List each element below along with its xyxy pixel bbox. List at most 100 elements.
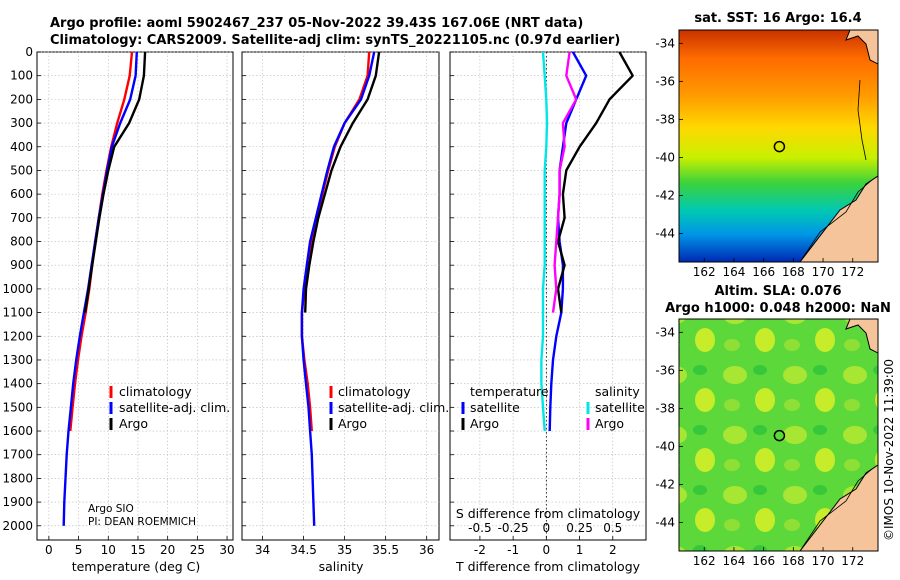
x-tick-label: 35.5: [372, 543, 399, 557]
legend-label-satellite: satellite-adj. clim.: [338, 400, 449, 415]
sla-map-axes: 162 164 166 168 170 172 -34 -36 -38 -40 -42 -44: [655, 325, 864, 568]
sst-map-axes: 162 164 166 168 170 172 -34 -36 -38 -40 -42 -44: [655, 36, 864, 279]
sla-argo-location-marker: [773, 429, 786, 442]
y-tick-label: 300: [10, 116, 33, 130]
s-diff-tick-label: 0: [543, 521, 551, 535]
isobath-contour: [857, 79, 867, 161]
x-tick-label: 10: [101, 543, 116, 557]
series-s-argo: [551, 51, 578, 313]
x-tick-label: 1: [576, 543, 584, 557]
map-lat-label: -38: [655, 112, 675, 126]
y-tick-label: 1400: [2, 377, 33, 391]
temperature-axis-label: temperature (deg C): [72, 559, 201, 574]
temperature-panel: 0100200300400500600700800900100011001200…: [2, 45, 234, 557]
isobath-contour: [799, 179, 873, 262]
map-lat-label: -34: [655, 36, 675, 50]
y-tick-label: 1000: [2, 282, 33, 296]
y-tick-label: 500: [10, 163, 33, 177]
legend-label-t-argo: Argo: [470, 416, 499, 431]
imos-credit: ©IMOS 10-Nov-2022 11:39:00: [882, 359, 896, 541]
land-south-island: [799, 175, 878, 262]
legend-label-climatology: climatology: [119, 384, 192, 399]
y-tick-label: 400: [10, 140, 33, 154]
series-s-satellite: [540, 51, 549, 432]
land-north-island: [845, 30, 878, 65]
x-tick-label: 25: [190, 543, 205, 557]
sst-map-title: sat. SST: 16 Argo: 16.4: [694, 11, 861, 26]
y-tick-label: 1300: [2, 353, 33, 367]
y-tick-label: 1100: [2, 306, 33, 320]
series-t-argo: [556, 51, 634, 313]
t-difference-axis-label: T difference from climatology: [455, 559, 641, 574]
y-tick-label: 1700: [2, 448, 33, 462]
s-diff-tick-label: 0.25: [566, 521, 593, 535]
difference-legend: temperature salinity satellite Argo sate…: [461, 384, 645, 431]
sst-map: [679, 30, 878, 262]
argo-sio-label: Argo SIO: [88, 503, 134, 515]
map-lon-label: 168: [782, 554, 805, 568]
map-lon-label: 166: [752, 265, 775, 279]
map-lon-label: 170: [812, 554, 835, 568]
legend-title-salinity: salinity: [595, 384, 640, 399]
x-tick-label: 36: [419, 543, 434, 557]
map-lat-label: -42: [655, 188, 675, 202]
sst-argo-location-marker: [773, 140, 786, 153]
legend-label-argo: Argo: [338, 416, 367, 431]
legend-label-satellite: satellite-adj. clim.: [119, 400, 230, 415]
s-diff-tick-label: -0.25: [498, 521, 529, 535]
pi-label: PI: DEAN ROEMMICH: [88, 516, 196, 528]
y-tick-label: 800: [10, 235, 33, 249]
map-lon-label: 162: [693, 554, 716, 568]
y-tick-label: 1800: [2, 471, 33, 485]
salinity-panel: 34 34.5 35 35.5 36: [241, 51, 440, 557]
map-lat-label: -40: [655, 150, 675, 164]
map-lon-label: 172: [841, 554, 864, 568]
series-argo: [83, 51, 147, 313]
map-lat-label: -34: [655, 325, 675, 339]
plot-frame: [36, 51, 234, 541]
x-tick-label: -2: [474, 543, 486, 557]
sla-map-title-line2: Argo h1000: 0.048 h2000: NaN: [665, 301, 891, 316]
y-tick-label: 2000: [2, 519, 33, 533]
map-lat-label: -38: [655, 401, 675, 415]
legend-label-argo: Argo: [119, 416, 148, 431]
legend-label-t-satellite: satellite: [470, 400, 520, 415]
y-tick-label: 1900: [2, 495, 33, 509]
y-tick-label: 1500: [2, 400, 33, 414]
x-tick-label: 5: [75, 543, 83, 557]
s-diff-tick-label: 0.5: [603, 521, 622, 535]
salinity-legend: climatology satellite-adj. clim. Argo: [329, 384, 449, 431]
y-tick-label: 1600: [2, 424, 33, 438]
y-tick-label: 1200: [2, 329, 33, 343]
map-lon-label: 164: [722, 554, 745, 568]
x-tick-label: 20: [160, 543, 175, 557]
s-diff-tick-label: -0.5: [468, 521, 491, 535]
salinity-axis-label: salinity: [319, 559, 364, 574]
legend-label-s-satellite: satellite: [595, 400, 645, 415]
x-tick-label: -1: [507, 543, 519, 557]
figure-title-line1: Argo profile: aoml 5902467_237 05-Nov-20…: [50, 16, 583, 31]
x-tick-label: 34.5: [290, 543, 317, 557]
x-tick-label: 30: [219, 543, 234, 557]
map-lon-label: 162: [693, 265, 716, 279]
legend-label-climatology: climatology: [338, 384, 411, 399]
map-lon-label: 170: [812, 265, 835, 279]
x-tick-label: 35: [337, 543, 352, 557]
temperature-legend: climatology satellite-adj. clim. Argo: [109, 384, 230, 431]
s-difference-axis-label: S difference from climatology: [456, 506, 641, 521]
x-tick-label: 15: [130, 543, 145, 557]
figure-title-line2: Climatology: CARS2009. Satellite-adj cli…: [50, 33, 620, 48]
y-tick-label: 100: [10, 69, 33, 83]
x-tick-label: 2: [609, 543, 617, 557]
series-argo: [304, 51, 381, 313]
plot-frame: [241, 51, 440, 541]
y-tick-label: 200: [10, 92, 33, 106]
map-lat-label: -44: [655, 226, 675, 240]
map-lat-label: -36: [655, 363, 675, 377]
legend-title-temperature: temperature: [470, 384, 549, 399]
x-tick-label: 0: [543, 543, 551, 557]
sla-map-title-line1: Altim. SLA: 0.076: [715, 284, 842, 299]
map-lon-label: 166: [752, 554, 775, 568]
map-lon-label: 164: [722, 265, 745, 279]
